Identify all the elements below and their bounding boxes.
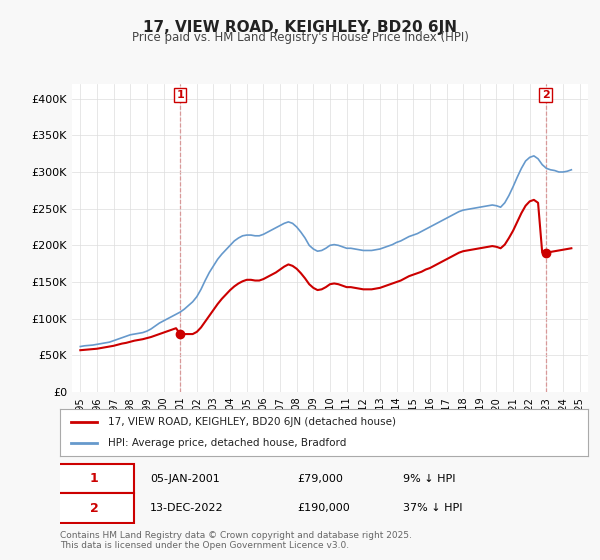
Text: 2: 2: [542, 90, 550, 100]
Text: 17, VIEW ROAD, KEIGHLEY, BD20 6JN: 17, VIEW ROAD, KEIGHLEY, BD20 6JN: [143, 20, 457, 35]
Text: 05-JAN-2001: 05-JAN-2001: [150, 474, 220, 483]
Text: HPI: Average price, detached house, Bradford: HPI: Average price, detached house, Brad…: [107, 438, 346, 448]
Text: 9% ↓ HPI: 9% ↓ HPI: [403, 474, 456, 483]
Text: 1: 1: [90, 472, 98, 485]
Text: 37% ↓ HPI: 37% ↓ HPI: [403, 503, 463, 513]
Text: 2: 2: [90, 502, 98, 515]
Text: Contains HM Land Registry data © Crown copyright and database right 2025.
This d: Contains HM Land Registry data © Crown c…: [60, 531, 412, 550]
Text: 13-DEC-2022: 13-DEC-2022: [150, 503, 223, 513]
FancyBboxPatch shape: [55, 464, 134, 493]
Text: 17, VIEW ROAD, KEIGHLEY, BD20 6JN (detached house): 17, VIEW ROAD, KEIGHLEY, BD20 6JN (detac…: [107, 417, 395, 427]
Text: 1: 1: [176, 90, 184, 100]
FancyBboxPatch shape: [55, 493, 134, 523]
Text: £79,000: £79,000: [298, 474, 343, 483]
Text: Price paid vs. HM Land Registry's House Price Index (HPI): Price paid vs. HM Land Registry's House …: [131, 31, 469, 44]
Text: £190,000: £190,000: [298, 503, 350, 513]
